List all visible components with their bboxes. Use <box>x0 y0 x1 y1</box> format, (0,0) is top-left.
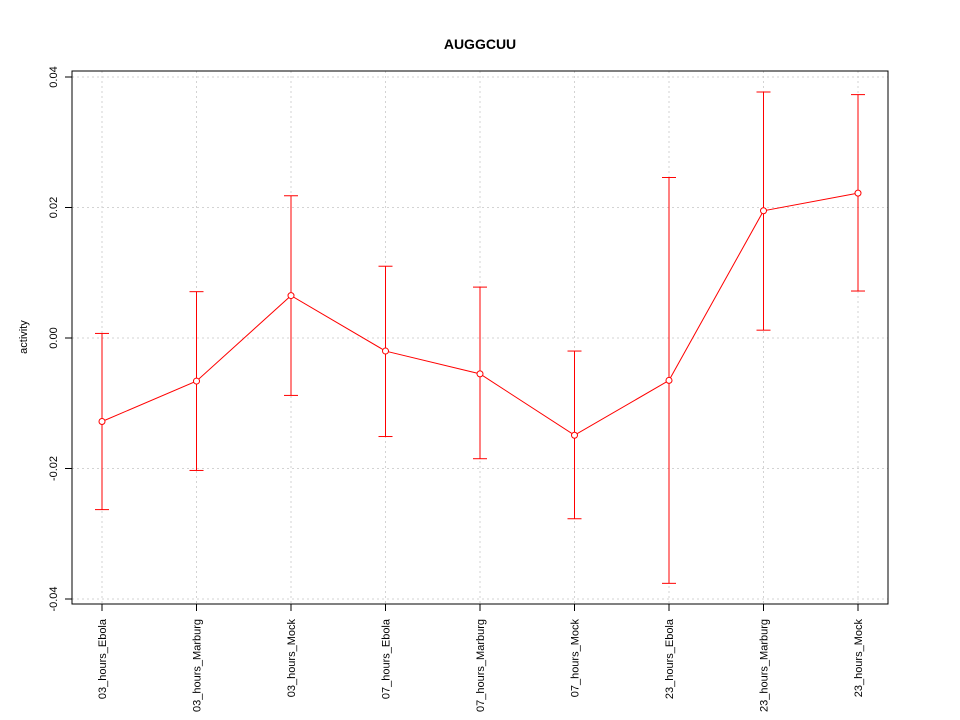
y-tick-label: 0.04 <box>48 66 60 87</box>
y-axis-label: activity <box>18 320 30 354</box>
x-tick-label: 03_hours_Mock <box>286 619 298 698</box>
x-tick-label: 03_hours_Ebola <box>97 618 109 699</box>
data-point <box>665 376 673 384</box>
plot-frame <box>71 70 889 605</box>
y-tick-label: -0.04 <box>48 586 60 611</box>
data-point <box>193 377 200 385</box>
x-tick-label: 07_hours_Mock <box>570 619 582 698</box>
x-tick-label: 07_hours_Marburg <box>475 619 487 712</box>
data-point <box>476 370 484 378</box>
data-point <box>760 207 767 215</box>
error-bars <box>95 91 865 584</box>
axis-layer: -0.04 -0.02 0.00 0.02 0.04 03_hours_Ebola 03_h… <box>48 66 865 712</box>
data-points <box>98 189 862 439</box>
data-point <box>287 292 295 300</box>
data-point <box>382 347 389 355</box>
data-point <box>98 418 106 426</box>
x-tick-label: 07_hours_Ebola <box>381 618 393 699</box>
x-tick-label: 23_hours_Mock <box>853 619 865 698</box>
x-tick-label: 23_hours_Ebola <box>664 618 676 699</box>
y-tick-label: 0.00 <box>48 327 60 348</box>
y-tick-label: 0.02 <box>48 197 60 218</box>
x-tick-label: 03_hours_Marburg <box>192 619 204 712</box>
x-tick-label: 23_hours_Marburg <box>759 619 771 712</box>
data-point <box>854 189 862 197</box>
data-point <box>571 431 578 439</box>
y-tick-label: -0.02 <box>48 456 60 481</box>
chart-title: AUGGCUU <box>444 36 516 52</box>
